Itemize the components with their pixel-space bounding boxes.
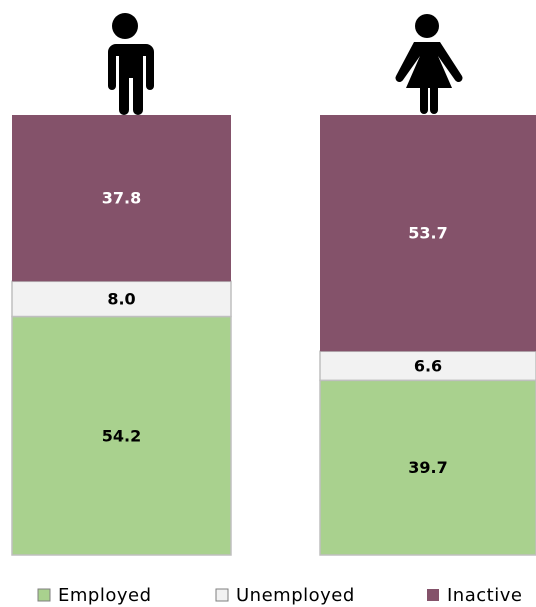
legend-label: Employed (58, 585, 152, 606)
bar-segment (319, 350, 536, 382)
legend-label: Inactive (447, 585, 522, 606)
data-label: 54.2 (102, 426, 141, 445)
bar-segment (11, 315, 232, 556)
bar-segment (319, 379, 536, 556)
legend-swatch (427, 589, 439, 601)
bar-segment (12, 115, 231, 282)
legend-label: Unemployed (236, 585, 355, 606)
data-label: 39.7 (408, 458, 447, 477)
legend-swatch (215, 588, 229, 602)
bar-segment (11, 280, 232, 318)
data-label: 37.8 (102, 189, 141, 208)
data-label: 6.6 (414, 356, 442, 375)
male-icon (104, 13, 154, 115)
female-icon (395, 14, 463, 114)
data-label: 53.7 (408, 224, 447, 243)
bar-segment (320, 115, 536, 352)
legend-swatch (37, 588, 51, 602)
data-label: 8.0 (107, 289, 135, 308)
